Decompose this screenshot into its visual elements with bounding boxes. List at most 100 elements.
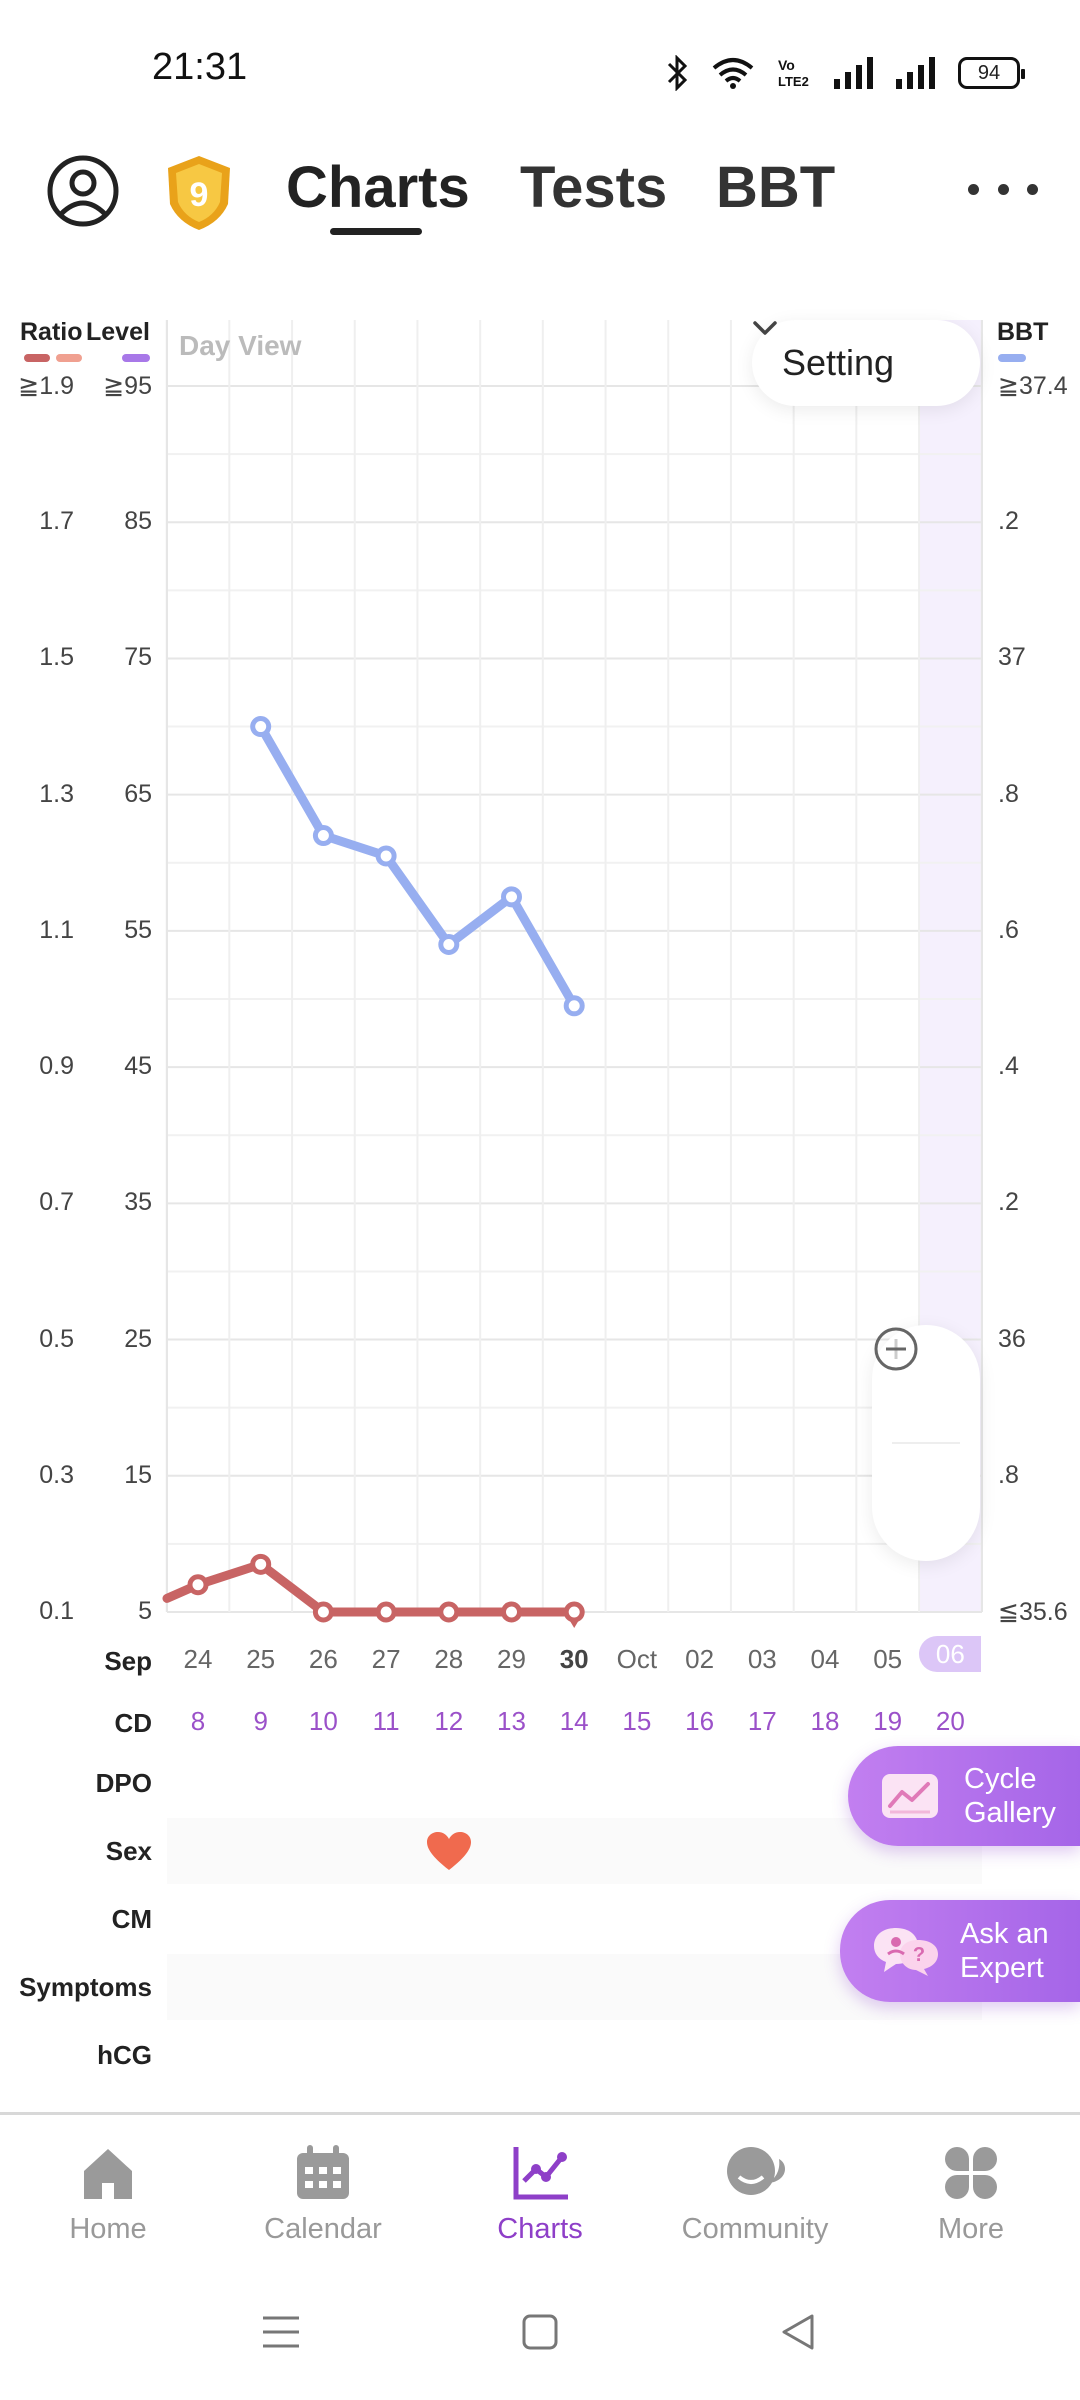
ratio-tick-label: 1.5 — [39, 643, 74, 672]
date-label[interactable]: 06 — [919, 1636, 982, 1672]
date-label[interactable]: 25 — [246, 1644, 276, 1674]
bbt-tick-label: .6 — [998, 915, 1019, 944]
level-tick-label: 75 — [124, 643, 152, 672]
bbt-tick-label: .8 — [998, 1460, 1019, 1489]
ratio-tick-label: 0.7 — [39, 1188, 74, 1217]
bbt-tick-label: 36 — [998, 1324, 1026, 1353]
date-label[interactable]: 29 — [497, 1644, 526, 1674]
ratio-point — [375, 1601, 397, 1623]
tab-tests[interactable]: Tests — [520, 155, 668, 220]
cycle-gallery-button[interactable]: Cycle Gallery — [848, 1746, 1080, 1846]
menu-icon[interactable] — [261, 2312, 301, 2352]
ask-expert-button[interactable]: ? Ask an Expert — [840, 1900, 1080, 2002]
cycle-day-label: 20 — [935, 1706, 965, 1736]
bbt-tick-label: .2 — [998, 507, 1019, 536]
date-label[interactable]: Oct — [616, 1644, 658, 1674]
bbt-tick-label: .2 — [998, 1188, 1019, 1217]
ratio-point — [312, 1601, 334, 1623]
tab-bbt[interactable]: BBT — [716, 155, 836, 220]
row-label-sex: Sex — [105, 1836, 152, 1866]
chart-area[interactable]: Ratio Level BBT Day View Setting — [0, 300, 1080, 1660]
status-bar: 21:31 Vo LTE2 94 — [0, 0, 1080, 140]
cycle-day-label: 9 — [253, 1706, 268, 1736]
nav-more-label: More — [937, 2213, 1005, 2245]
ratio-point — [250, 1553, 272, 1575]
chevron-down-icon — [753, 321, 777, 335]
home-square-icon[interactable] — [520, 2312, 560, 2352]
nav-community[interactable]: Community — [660, 2143, 850, 2246]
nav-home[interactable]: Home — [13, 2143, 203, 2246]
date-label[interactable]: 30 — [559, 1644, 589, 1674]
level-badge-icon[interactable]: 9 — [164, 154, 234, 232]
bbt-point — [501, 886, 522, 908]
wifi-icon — [712, 58, 754, 89]
heart-icon[interactable] — [426, 1832, 471, 1872]
ratio-point — [563, 1601, 585, 1623]
nav-calendar[interactable]: Calendar — [228, 2143, 418, 2246]
header: 9 Charts Tests BBT — [0, 140, 1080, 290]
signal-icon — [896, 57, 935, 89]
row-label-symptoms: Symptoms — [19, 1972, 152, 2002]
more-icon — [945, 2147, 997, 2199]
ratio-tick-label: 0.3 — [39, 1460, 74, 1489]
row-label-dpo: DPO — [95, 1768, 152, 1798]
status-icons: Vo LTE2 94 — [666, 50, 1025, 96]
cycle-gallery-line2: Gallery — [964, 1797, 1056, 1829]
level-tick-label: 15 — [124, 1460, 152, 1489]
signal-icon — [834, 57, 873, 89]
charts-icon — [513, 2147, 568, 2200]
ratio-point — [187, 1574, 209, 1596]
nav-more[interactable]: More — [876, 2143, 1066, 2246]
cycle-day-label: 17 — [747, 1706, 777, 1736]
nav-charts[interactable]: Charts — [445, 2143, 635, 2246]
status-time: 21:31 — [152, 46, 248, 88]
date-label[interactable]: 26 — [308, 1644, 338, 1674]
row-label-hcg: hCG — [97, 2040, 152, 2070]
ratio-tick-label: 0.5 — [39, 1324, 74, 1353]
ratio-tick-label: 0.1 — [39, 1597, 74, 1625]
bbt-point — [250, 716, 272, 738]
setting-button[interactable]: Setting — [752, 320, 980, 406]
battery-icon: 94 — [958, 57, 1025, 89]
system-nav-bar — [0, 2262, 1080, 2400]
profile-icon[interactable] — [46, 154, 120, 228]
ratio-point — [501, 1601, 522, 1623]
ratio-tick-label: 1.3 — [39, 779, 74, 808]
cycle-day-label: 12 — [434, 1706, 464, 1736]
svg-text:?: ? — [913, 1944, 925, 1966]
level-tick-label: 25 — [124, 1324, 152, 1353]
zoom-out-icon[interactable] — [872, 1325, 920, 1373]
cycle-day-label: 13 — [497, 1706, 526, 1736]
level-tick-label: ≧95 — [103, 372, 152, 400]
chart-canvas[interactable] — [0, 300, 1080, 1660]
nav-home-label: Home — [69, 2213, 147, 2245]
back-icon[interactable] — [778, 2312, 818, 2352]
date-label[interactable]: 28 — [434, 1644, 464, 1674]
bbt-tick-label: ≦35.6 — [998, 1598, 1068, 1626]
home-icon — [84, 2149, 132, 2199]
bottom-nav: Home Calendar Charts Community More — [0, 2112, 1080, 2262]
date-label[interactable]: 24 — [183, 1644, 213, 1674]
cycle-day-label: 10 — [308, 1706, 338, 1736]
bbt-tick-label: ≧37.4 — [998, 372, 1068, 400]
date-label[interactable]: 05 — [873, 1644, 903, 1674]
bbt-point — [438, 934, 460, 956]
date-label[interactable]: 27 — [371, 1644, 401, 1674]
svg-text:Vo: Vo — [778, 57, 795, 73]
tab-charts[interactable]: Charts — [286, 155, 470, 220]
cycle-day-label: 8 — [190, 1706, 206, 1736]
level-tick-label: 45 — [124, 1052, 152, 1081]
row-shade-sex — [167, 1818, 982, 1884]
date-label[interactable]: 04 — [810, 1644, 840, 1674]
date-label[interactable]: 02 — [685, 1644, 715, 1674]
cycle-day-label: 16 — [685, 1706, 715, 1736]
bbt-tick-label: .4 — [998, 1052, 1019, 1081]
ask-expert-line2: Expert — [960, 1952, 1044, 1984]
date-label[interactable]: 03 — [747, 1644, 777, 1674]
more-options-icon[interactable] — [968, 174, 1038, 204]
community-icon — [727, 2147, 785, 2195]
bbt-point — [312, 825, 334, 847]
nav-charts-label: Charts — [497, 2213, 583, 2245]
cycle-day-label: 15 — [622, 1706, 652, 1736]
